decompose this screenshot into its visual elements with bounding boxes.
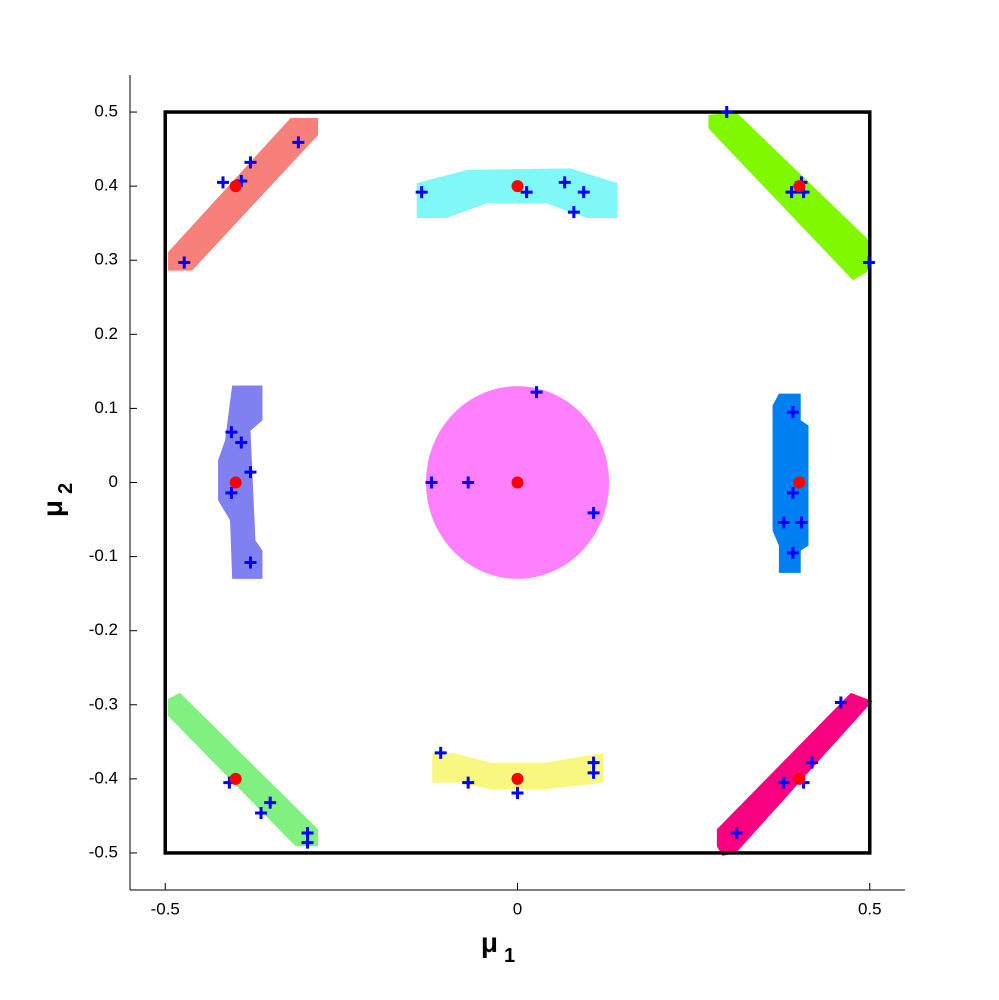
x-tick-label: 0 [513,899,522,918]
plus-marker [587,756,600,769]
dot-marker [793,180,806,193]
plus-marker [587,506,600,519]
plus-marker [255,806,268,819]
region [168,692,319,847]
plus-marker [178,256,191,269]
y-tick-label: -0.4 [89,768,118,787]
plus-marker [567,206,580,219]
y-label-subscript: 2 [55,483,77,494]
plus-marker [264,796,277,809]
plus-marker [786,406,799,419]
plus-marker [730,826,743,839]
plus-marker [558,176,571,189]
y-tick-label: -0.2 [89,620,118,639]
plus-marker [301,836,314,849]
region [772,393,809,573]
y-axis-label-group: μ2 [37,483,77,517]
plus-marker [587,766,600,779]
y-tick-label: 0.5 [94,102,118,121]
dot-marker [229,772,242,785]
y-axis-label: μ2 [37,483,77,517]
plus-marker [530,386,543,399]
region [716,692,873,856]
plus-marker [577,186,590,199]
plus-marker [786,486,799,499]
plus-marker [777,516,790,529]
y-tick-label: -0.1 [89,546,118,565]
dot-marker [229,476,242,489]
plus-marker [786,546,799,559]
dot-marker [793,772,806,785]
plus-marker [520,186,533,199]
plus-marker [785,186,798,199]
plus-marker [795,516,808,529]
dot-marker [511,476,524,489]
dot-marker [229,180,242,193]
plus-marker [806,756,818,769]
x-label-symbol: μ [481,927,498,958]
y-tick-label: 0.3 [94,250,118,269]
plus-marker [834,696,847,709]
plus-marker [462,776,475,789]
frame [163,110,872,855]
region [168,117,319,271]
plus-marker [511,786,524,799]
dot-marker [793,476,806,489]
plot-area: -0.5 -0.4 -0.3 -0.2 -0.1 0 0.1 0.2 0.3 0.4 0.5 -0.5… [89,75,905,918]
y-tick-label: 0.1 [94,398,118,417]
plus-marker [434,746,447,759]
dot-marker [511,772,524,785]
plus-marker [462,476,475,489]
plus-marker [225,486,238,499]
plus-marker [415,186,428,199]
region [708,112,870,281]
region [432,752,604,790]
y-tick-label: -0.3 [89,694,118,713]
y-tick-label: -0.5 [89,842,118,861]
plus-marker [244,466,257,479]
y-tick-label: 0 [109,472,118,491]
plus-marker [225,426,238,439]
plus-marker [777,776,790,789]
x-tick-label: 0.5 [858,899,882,918]
plus-marker [720,106,733,119]
plus-marker [244,156,257,169]
plus-marker [217,176,229,189]
y-tick-label: 0.2 [94,324,118,343]
plus-marker [244,556,257,569]
x-tick-label: -0.5 [151,899,180,918]
region [416,168,618,218]
plus-marker [292,136,305,149]
plus-marker [425,476,438,489]
plus-marker [235,436,248,449]
y-label-symbol: μ [37,500,68,517]
dot-marker [511,180,524,193]
x-label-subscript: 1 [504,945,515,967]
plus-marker [863,256,876,269]
y-tick-label: 0.4 [94,176,118,195]
